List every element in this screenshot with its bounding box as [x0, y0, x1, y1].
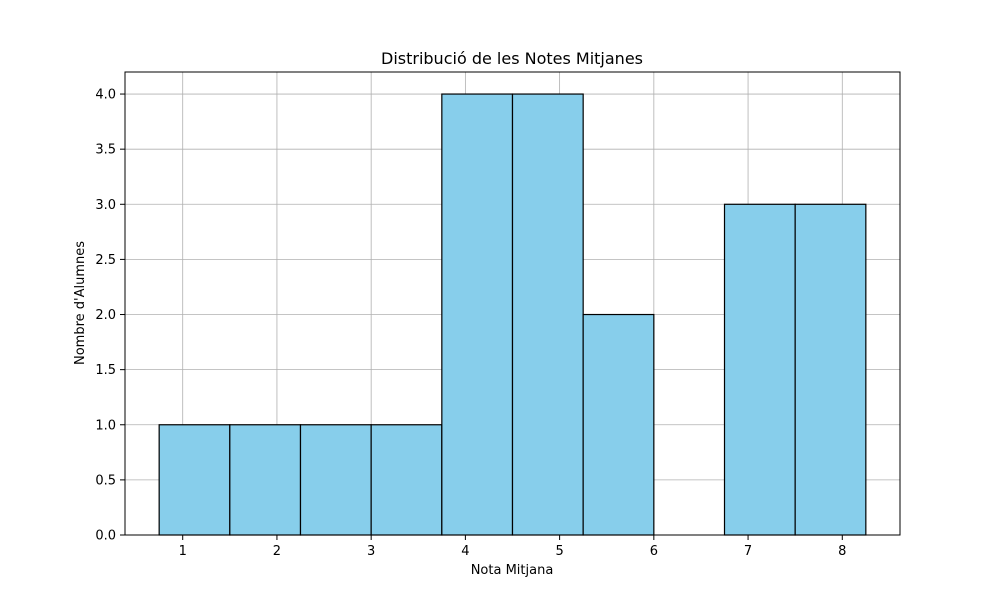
x-tick-label: 7 [744, 544, 752, 559]
y-axis: 0.0 0.5 1.0 1.5 2.0 2.5 3.0 3.5 4.0 [95, 88, 125, 544]
x-tick-label: 1 [179, 544, 187, 559]
x-tick-label: 2 [273, 544, 281, 559]
y-tick-label: 2.5 [95, 253, 116, 268]
x-tick-label: 6 [650, 544, 658, 559]
histogram-bar [723, 203, 796, 536]
x-tick-label: 8 [838, 544, 846, 559]
y-tick-label: 1.5 [95, 363, 116, 378]
histogram-bar [441, 93, 514, 536]
histogram-bar [299, 424, 372, 536]
y-tick-label: 0.0 [95, 529, 116, 544]
histogram-bar [582, 313, 655, 536]
bars [158, 93, 867, 536]
histogram-bar [511, 93, 584, 536]
histogram-bar [370, 424, 443, 536]
plot-frame [124, 71, 901, 536]
histogram-bar [794, 203, 867, 536]
chart-title: Distribució de les Notes Mitjanes [381, 49, 643, 68]
y-tick-label: 3.5 [95, 143, 116, 158]
histogram-bar [158, 424, 231, 536]
x-tick-label: 4 [461, 544, 469, 559]
x-axis: 1 2 3 4 5 6 7 8 [179, 535, 846, 559]
x-axis-label: Nota Mitjana [471, 563, 554, 578]
y-tick-label: 1.0 [95, 418, 116, 433]
y-tick-label: 2.0 [95, 308, 116, 323]
x-tick-label: 3 [367, 544, 375, 559]
y-axis-label: Nombre d'Alumnes [73, 241, 88, 365]
histogram-bar [229, 424, 302, 536]
y-tick-label: 3.0 [95, 198, 116, 213]
y-tick-label: 4.0 [95, 88, 116, 103]
x-tick-label: 5 [555, 544, 563, 559]
y-tick-label: 0.5 [95, 473, 116, 488]
